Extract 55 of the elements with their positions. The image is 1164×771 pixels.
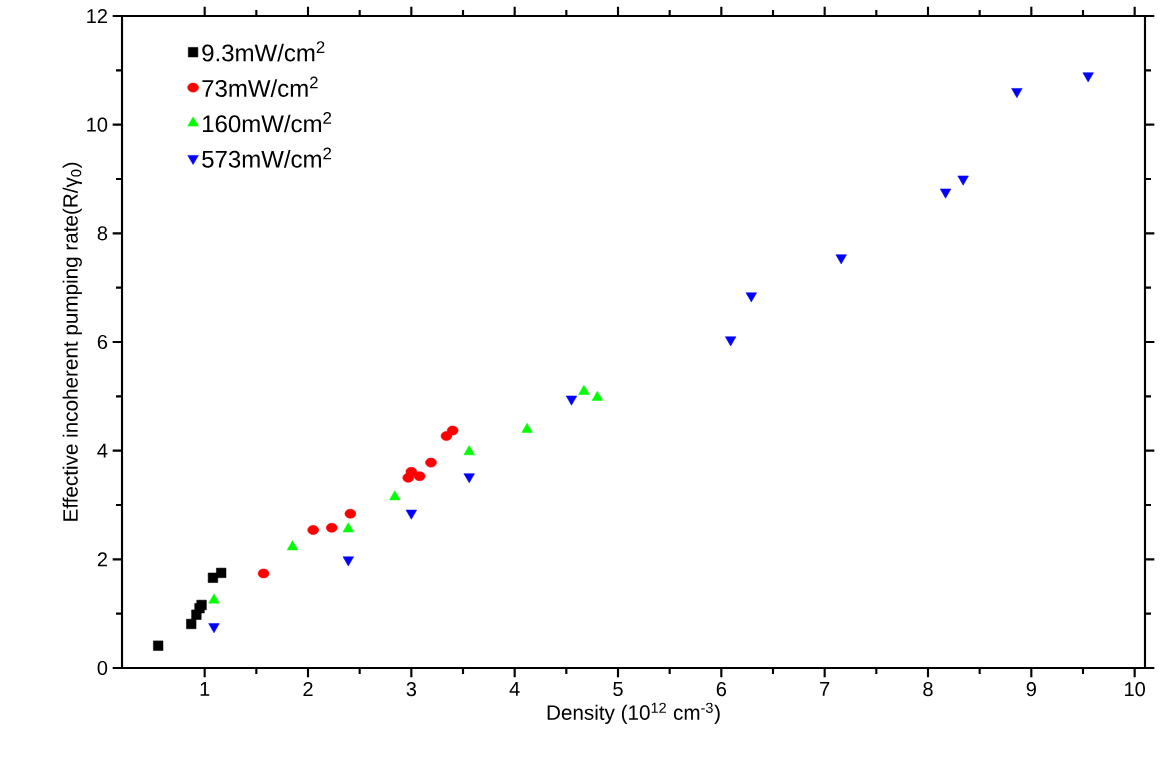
- legend-label: 73mW/cm$^{2}$: [202, 76, 318, 97]
- y-axis-title: Effective incoherent pumping rate(R/γ$_{0}$): [62, 162, 82, 521]
- x-tick-label: 8: [923, 682, 933, 697]
- x-tick-label: 3: [406, 682, 417, 697]
- point: [186, 618, 197, 630]
- point: [286, 540, 299, 551]
- point: [957, 175, 969, 186]
- x-tick-label: 6: [716, 682, 727, 697]
- y-tick-label: 10: [87, 117, 108, 132]
- x-tick-label: 7: [820, 682, 830, 696]
- point: [835, 254, 847, 265]
- point: [591, 391, 603, 401]
- point: [413, 471, 426, 481]
- x-tick-label: 10: [1125, 682, 1145, 697]
- point: [521, 423, 533, 433]
- y-tick-label: 6: [97, 334, 108, 350]
- y-tick-label: 12: [87, 9, 107, 23]
- point: [463, 445, 475, 456]
- x-axis-title: Density (10$^{12}$ cm$^{-3}$): [547, 702, 720, 725]
- x-tick-label: 5: [613, 682, 623, 696]
- point: [405, 509, 417, 520]
- y-tick-label: 4: [97, 443, 108, 458]
- legend-label: 160mW/cm$^{2}$: [203, 112, 332, 133]
- x-tick-label: 9: [1026, 682, 1036, 697]
- point: [578, 385, 590, 395]
- point: [1011, 88, 1023, 98]
- point: [208, 593, 220, 604]
- point: [207, 572, 219, 583]
- point: [344, 508, 357, 519]
- point: [342, 522, 354, 533]
- point: [745, 292, 757, 303]
- point: [565, 395, 578, 406]
- point: [405, 467, 418, 477]
- point: [342, 556, 354, 567]
- point: [196, 599, 207, 611]
- x-tick-label: 1: [200, 682, 210, 696]
- x-tick-label: 2: [303, 682, 313, 696]
- y-tick-label: 8: [97, 226, 108, 241]
- point: [425, 457, 437, 468]
- point: [307, 525, 319, 535]
- legend-label: 573mW/cm$^{2}$: [202, 147, 332, 168]
- y-tick-label: 2: [97, 552, 107, 567]
- point: [216, 567, 227, 578]
- y-tick-label: 0: [97, 660, 108, 676]
- x-tick-label: 4: [509, 682, 520, 696]
- point: [326, 523, 338, 533]
- point: [153, 640, 164, 651]
- point: [257, 568, 270, 579]
- point: [463, 473, 475, 484]
- point: [446, 425, 459, 436]
- legend-label: 9.3mW/cm$^{2}$: [202, 41, 325, 62]
- point: [389, 490, 401, 501]
- point: [939, 188, 952, 199]
- point: [1082, 72, 1094, 83]
- point: [725, 336, 737, 347]
